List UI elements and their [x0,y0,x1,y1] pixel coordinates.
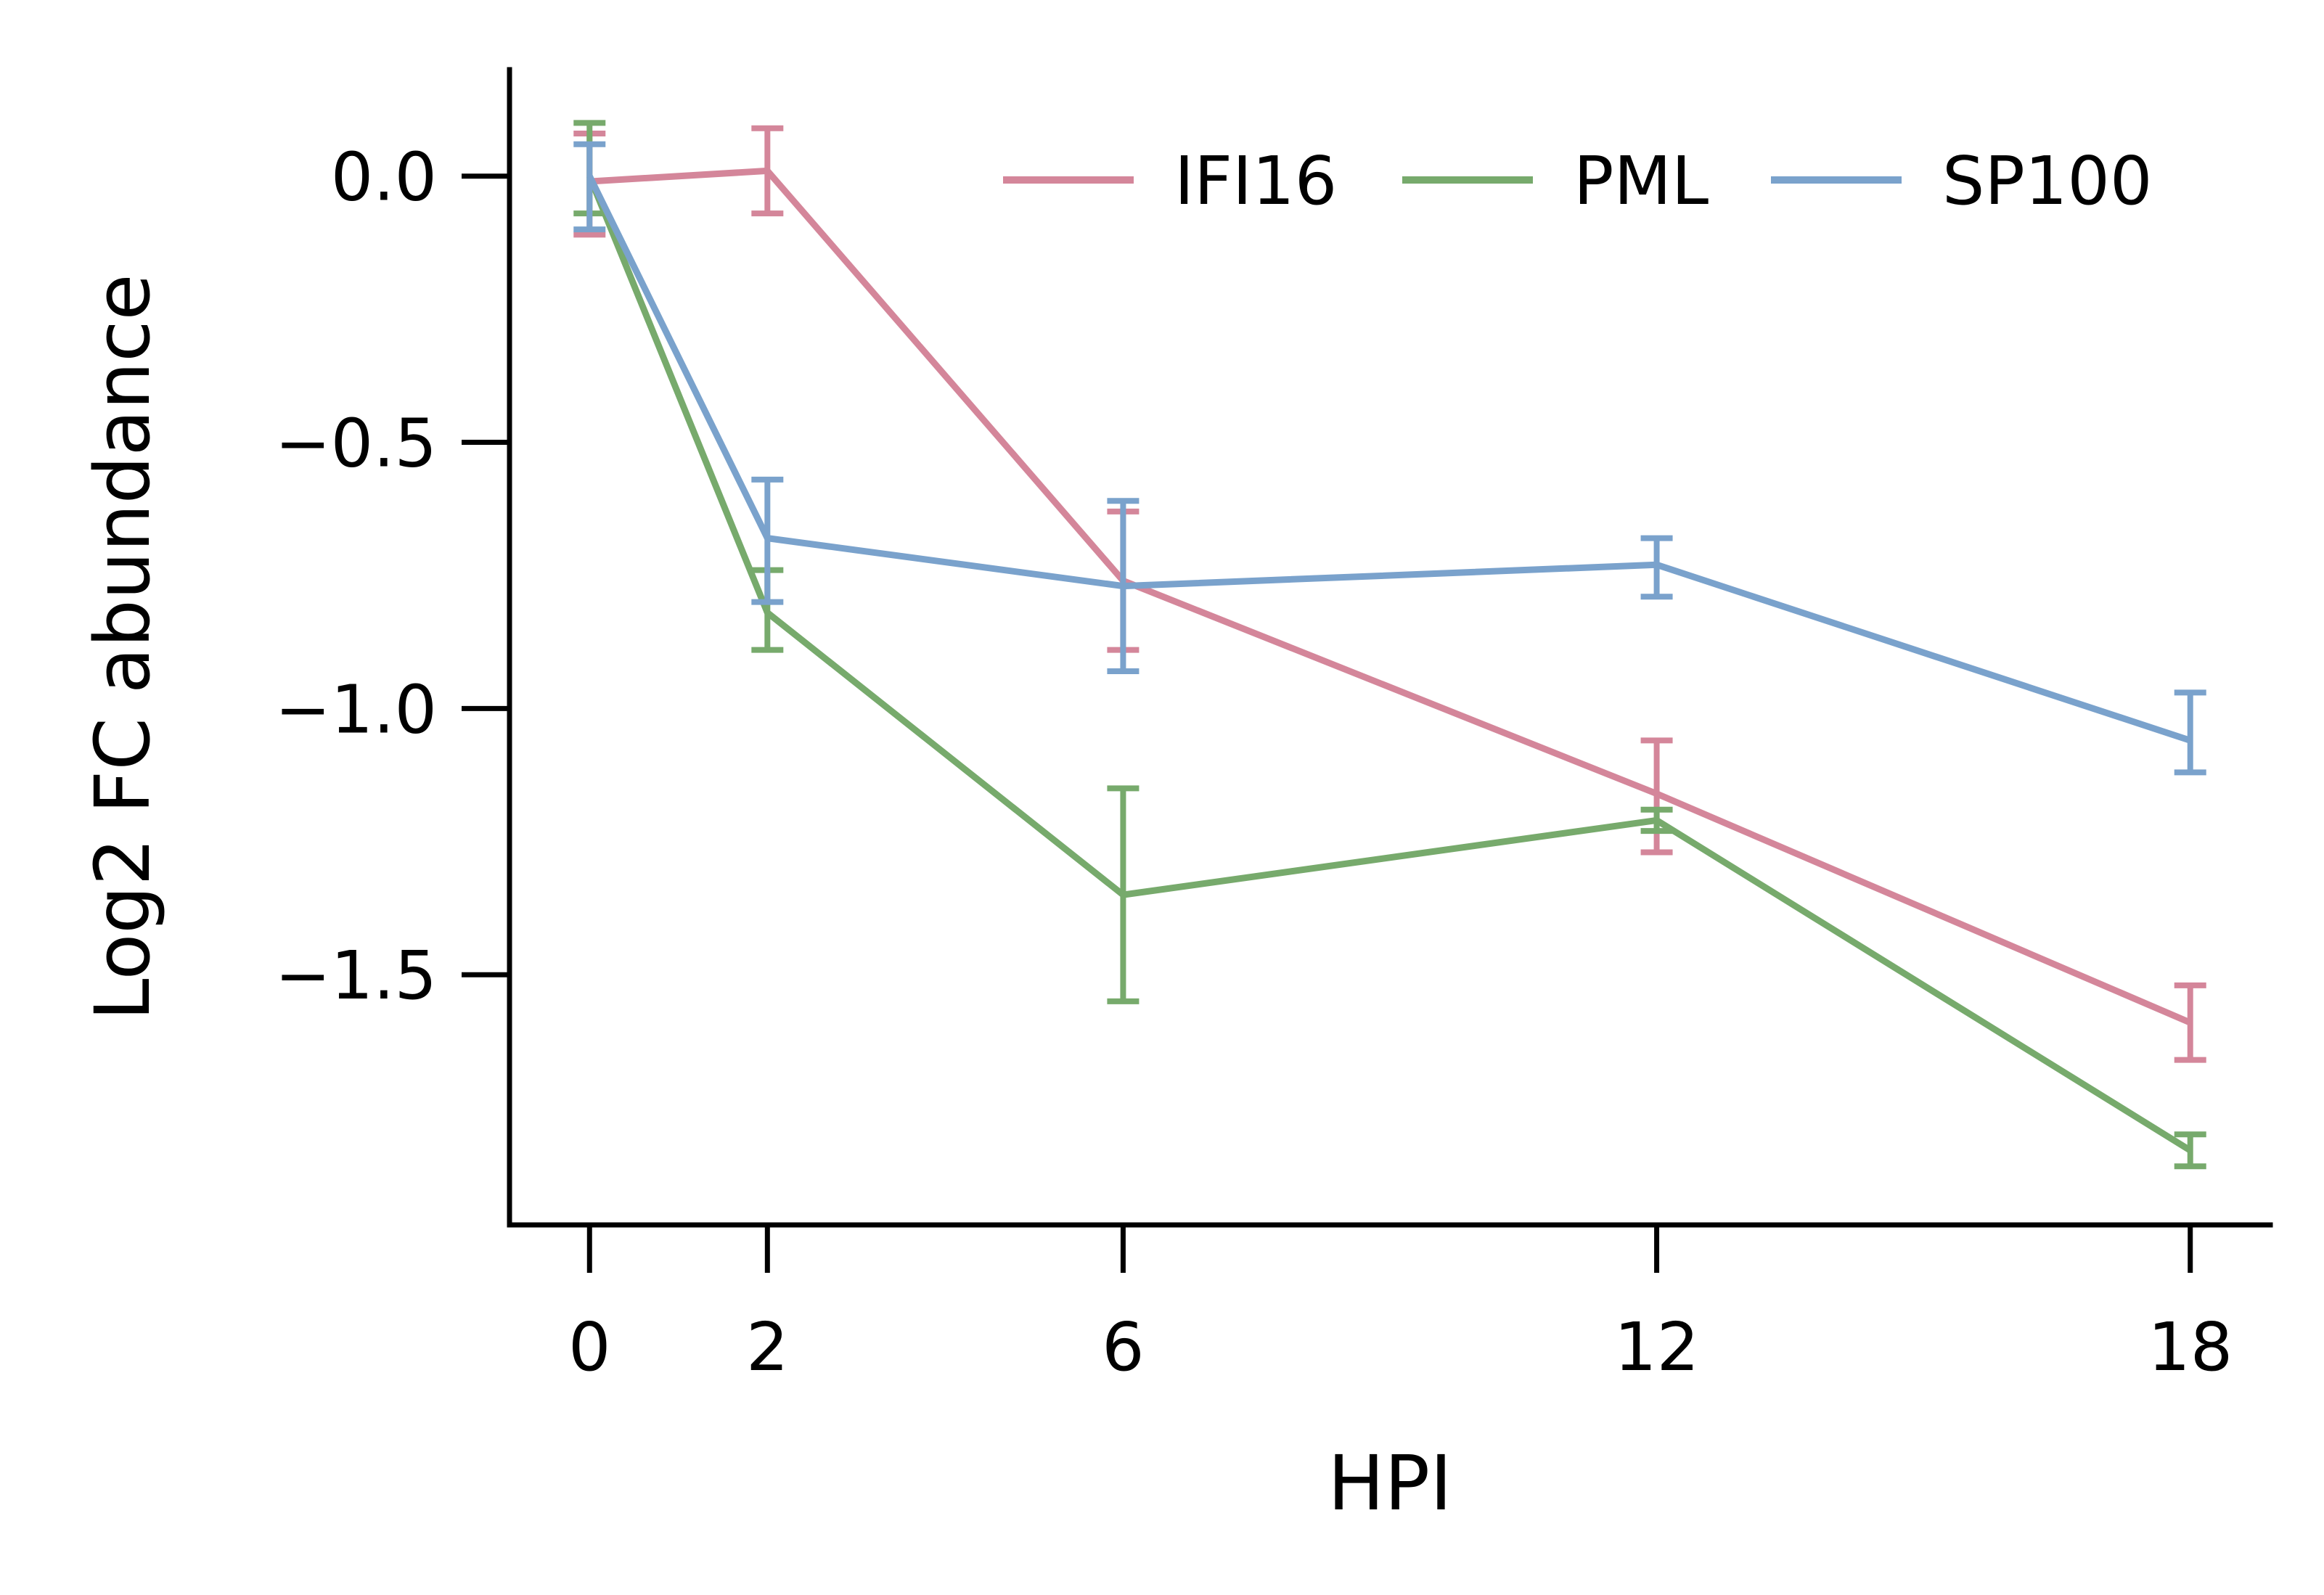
series-sp100 [573,141,2206,776]
series-line [589,167,2192,1026]
series-pml [573,120,2206,1170]
series-line [586,174,2192,744]
x-axis-title: HPI [1327,1439,1452,1528]
x-tick-label: 6 [1102,1308,1145,1386]
x-tick-label: 2 [746,1308,789,1386]
y-tick-label: 0.0 [331,139,437,216]
series-ifi16 [573,125,2206,1063]
axes [507,67,2273,1228]
x-tick-label: 18 [2148,1308,2233,1386]
y-axis-title: Log2 FC abundance [78,274,167,1021]
y-tick-label: −1.0 [275,671,437,748]
legend-label-pml: PML [1574,142,1709,220]
y-tick-label: −1.5 [275,937,437,1014]
legend-label-sp100: SP100 [1942,142,2152,220]
legend-label-ifi16: IFI16 [1174,142,1337,220]
x-tick-label: 0 [568,1308,611,1386]
x-tick-label: 12 [1614,1308,1699,1386]
legend: IFI16 PML SP100 [1003,142,2152,220]
series [573,120,2206,1170]
ticks: 0 2 6 12 18 0.0 −0.5 −1.0 −1.5 [275,139,2233,1386]
y-tick-label: −0.5 [275,405,437,483]
